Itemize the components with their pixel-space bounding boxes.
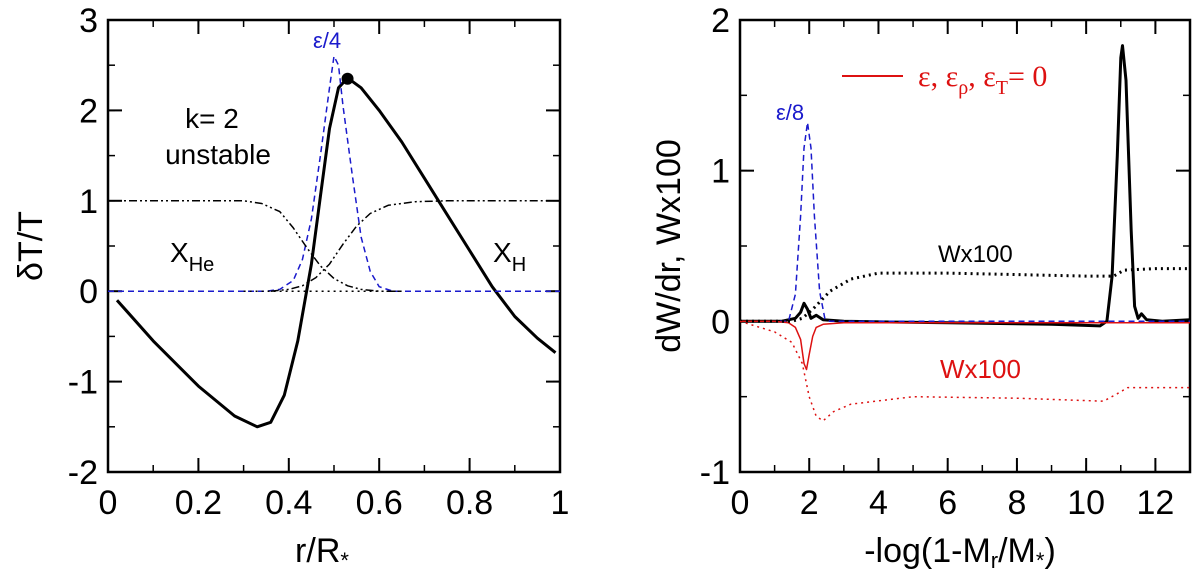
left-series xyxy=(108,55,560,429)
right-xtick-label: 0 xyxy=(731,484,750,522)
left-annot-mode: k= 2 xyxy=(185,103,239,134)
right-annot-w-red: Wx100 xyxy=(940,354,1021,384)
right-ytick-label: 2 xyxy=(711,2,730,40)
left-ytick-label: 2 xyxy=(79,92,98,130)
right-xtick-label: 8 xyxy=(1007,484,1026,522)
right-ytick-label: 0 xyxy=(711,303,730,341)
right-series-line-1 xyxy=(740,121,1190,323)
left-marker-point xyxy=(341,72,354,85)
left-xlabel: r/R* xyxy=(295,532,349,573)
left-ytick-label: 0 xyxy=(79,273,98,311)
left-annot-eps: ε/4 xyxy=(313,28,341,53)
left-ytick-label: 3 xyxy=(79,2,98,40)
left-series-line-2 xyxy=(108,200,402,292)
left-xtick-label: 0 xyxy=(99,484,118,522)
left-annot-h: XH xyxy=(493,237,526,276)
right-xtick-label: 6 xyxy=(938,484,957,522)
right-annot-w-black: Wx100 xyxy=(938,241,1013,268)
right-legend-text: ε, ερ, εT= 0 xyxy=(918,60,1047,99)
left-series-line-1 xyxy=(108,55,560,292)
left-xtick-label: 1 xyxy=(551,484,570,522)
right-annot-eps: ε/8 xyxy=(776,100,804,125)
left-series-line-0 xyxy=(115,76,557,429)
right-series-line-4 xyxy=(739,320,1190,422)
right-series-line-0 xyxy=(740,44,1191,328)
left-xtick-label: 0.8 xyxy=(446,484,493,522)
left-tick-labels: 0 0.2 0.4 0.6 0.8 1 -2 -1 0 1 2 3 xyxy=(68,2,570,522)
left-xtick-label: 0.2 xyxy=(175,484,222,522)
left-ytick-label: -2 xyxy=(68,454,98,492)
right-xtick-label: 10 xyxy=(1067,484,1105,522)
right-ytick-label: 1 xyxy=(711,153,730,191)
left-ylabel: δT/T xyxy=(12,211,50,281)
left-ytick-label: 1 xyxy=(79,183,98,221)
right-xlabel: -log(1-Mr/M*) xyxy=(864,532,1056,573)
left-annot-status: unstable xyxy=(165,139,271,170)
left-xtick-label: 0.4 xyxy=(265,484,312,522)
right-ylabel: dW/dr, Wx100 xyxy=(650,139,688,353)
left-series-line-3 xyxy=(270,200,560,292)
left-annot-he: XHe xyxy=(170,237,214,276)
right-xtick-label: 12 xyxy=(1136,484,1174,522)
right-xtick-label: 4 xyxy=(869,484,888,522)
left-xtick-label: 0.6 xyxy=(356,484,403,522)
left-ytick-label: -1 xyxy=(68,364,98,402)
right-ytick-label: -1 xyxy=(700,454,730,492)
right-xtick-label: 2 xyxy=(800,484,819,522)
right-series xyxy=(739,44,1191,422)
left-chart: 0 0.2 0.4 0.6 0.8 1 -2 -1 0 1 2 3 δT/T r/R* k= 2 un… xyxy=(12,2,569,573)
